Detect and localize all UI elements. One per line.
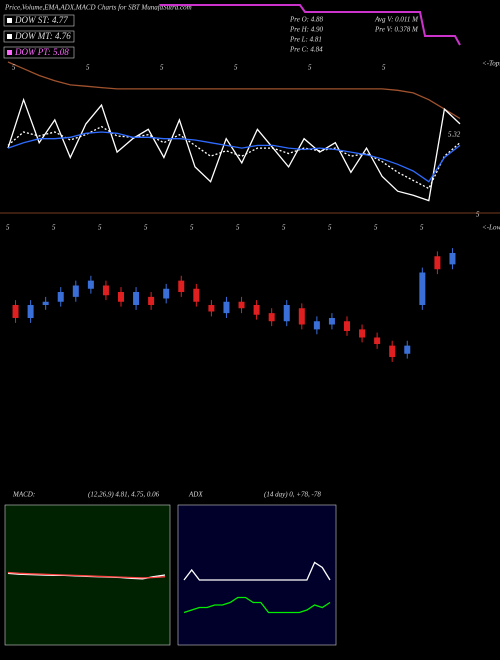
pre-open: Pre O: 4.88 <box>289 16 323 24</box>
candle-body <box>389 345 396 357</box>
candle-body <box>449 253 456 265</box>
candle-body <box>253 305 260 315</box>
candle-body <box>193 288 200 302</box>
candle-body <box>87 280 94 289</box>
dow-line <box>160 4 461 46</box>
legend-swatch <box>7 34 12 39</box>
low-mark: 5 <box>420 224 424 232</box>
avg-volume: Avg V: 0.011 M <box>374 16 419 24</box>
legend-dow-st: DOW ST: 4.77 <box>14 15 68 25</box>
candle-body <box>328 318 335 325</box>
candle-body <box>102 285 109 296</box>
candle-body <box>283 305 290 322</box>
legend-box <box>3 14 75 27</box>
candle-body <box>359 329 366 338</box>
legend: DOW ST: 4.77 DOW MT: 4.76 DOW PT: 5.08 <box>3 14 75 59</box>
low-mark: 5 <box>6 224 10 232</box>
panel-subtitle: (14 day) 0, +78, -78 <box>264 491 321 499</box>
top-mark: 5 <box>382 64 386 72</box>
low-mark: 5 <box>282 224 286 232</box>
low-mark: 5 <box>190 224 194 232</box>
pre-close: Pre C: 4.84 <box>289 46 323 54</box>
candle-body <box>223 301 230 314</box>
candle-body <box>298 308 305 325</box>
candle-body <box>268 313 275 322</box>
annotation: <-Tops <box>482 60 500 68</box>
top-mark: 5 <box>234 64 238 72</box>
legend-box <box>3 30 75 43</box>
series-line <box>7 97 461 202</box>
candle-body <box>72 285 79 297</box>
annotation: <-Lows <box>482 224 500 232</box>
candle-body <box>42 301 49 305</box>
low-mark: 5 <box>98 224 102 232</box>
candle-body <box>404 345 411 354</box>
candle-body <box>118 292 124 302</box>
series-line <box>183 561 331 581</box>
series-line <box>183 596 331 614</box>
candle-body <box>434 256 441 270</box>
pre-volume: Pre V: 0.378 M <box>374 26 419 34</box>
legend-swatch <box>7 50 12 55</box>
legend-box <box>3 46 75 59</box>
series-line <box>7 131 461 183</box>
top-mark: 5 <box>308 64 312 72</box>
legend-swatch <box>7 18 12 23</box>
series-line <box>7 61 461 120</box>
adx-panel <box>177 504 337 646</box>
page-title: Price,Volume,EMA,ADX,MACD Charts for SBT… <box>4 4 192 12</box>
pre-high: Pre H: 4.90 <box>289 26 323 34</box>
candle-body <box>208 305 215 312</box>
candle-body <box>163 288 170 299</box>
candle-body <box>313 321 320 330</box>
top-mark: 5 <box>86 64 90 72</box>
candle-body <box>419 272 426 305</box>
annotation: 5 <box>476 211 480 219</box>
candle-body <box>344 321 350 331</box>
pre-low: Pre L: 4.81 <box>289 36 322 44</box>
low-mark: 5 <box>328 224 332 232</box>
candle-body <box>148 296 155 305</box>
candle-body <box>133 292 140 305</box>
low-mark: 5 <box>144 224 148 232</box>
candle-body <box>27 305 34 318</box>
low-mark: 5 <box>52 224 56 232</box>
top-mark: 5 <box>160 64 164 72</box>
low-mark: 5 <box>374 224 378 232</box>
legend-dow-mt: DOW MT: 4.76 <box>14 31 71 41</box>
candle-body <box>57 292 64 302</box>
low-mark: 5 <box>236 224 240 232</box>
candle-body <box>178 280 185 292</box>
candle-body <box>238 301 245 309</box>
top-mark: 5 <box>12 64 16 72</box>
panel-subtitle: (12,26,9) 4.81, 4.75, 0.06 <box>88 491 160 499</box>
legend-dow-pt: DOW PT: 5.08 <box>14 47 69 57</box>
panel-title: MACD: <box>12 491 35 499</box>
panel-title: ADX <box>188 491 203 499</box>
annotation: 5.32 <box>448 131 461 139</box>
candle-body <box>374 337 381 344</box>
series-line <box>7 571 166 579</box>
candle-body <box>12 305 19 318</box>
